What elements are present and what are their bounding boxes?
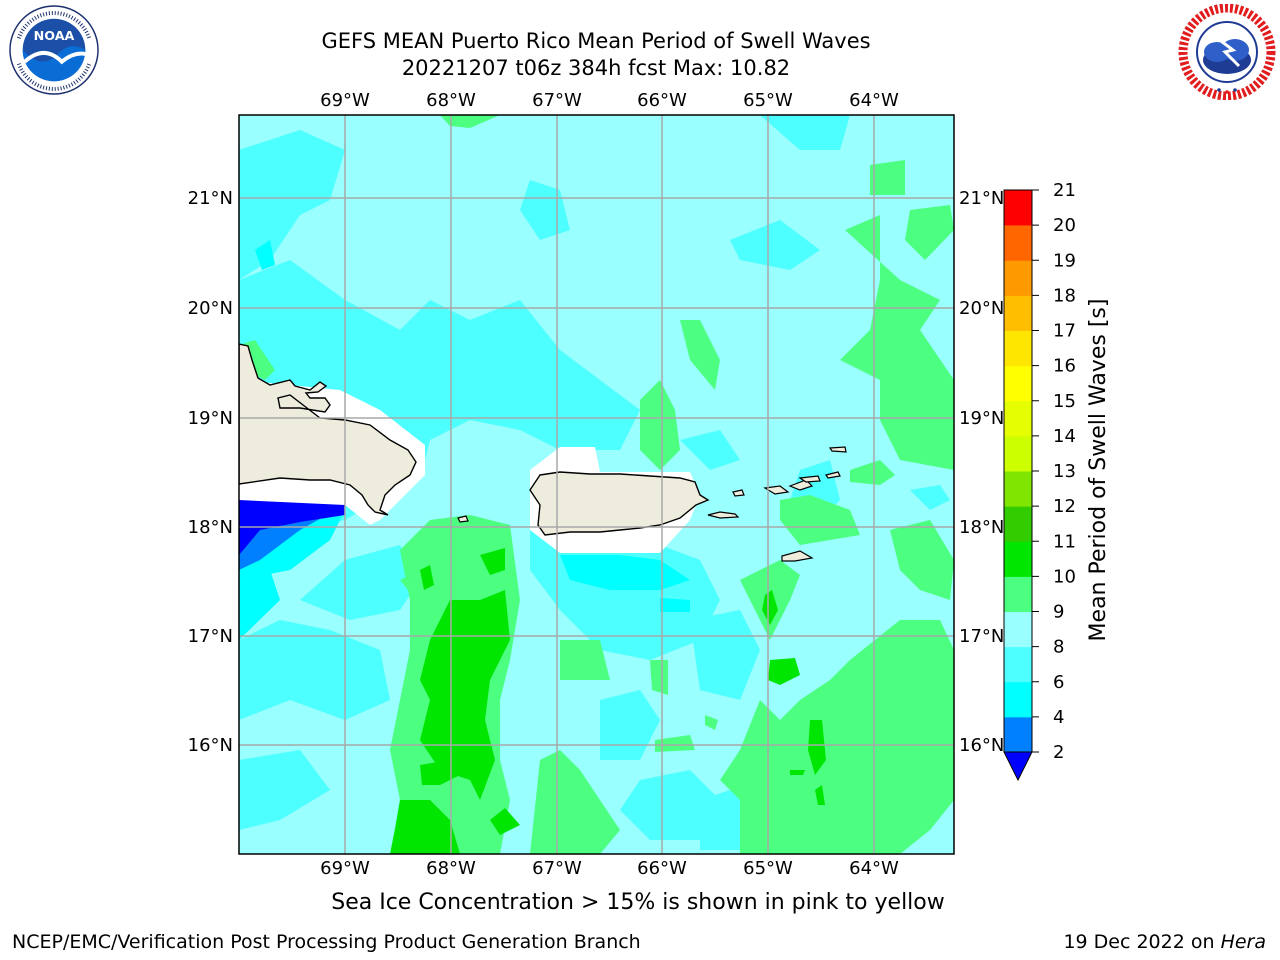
lat-label-left: 17°N xyxy=(188,626,233,647)
colorbar-tick-label: 12 xyxy=(1053,496,1076,517)
lat-label-left: 21°N xyxy=(188,188,233,209)
colorbar-segment xyxy=(1004,295,1032,331)
lat-label-right: 19°N xyxy=(959,408,1004,429)
land-hispaniola xyxy=(239,343,417,516)
lat-label-left: 16°N xyxy=(188,735,233,756)
colorbar-segment xyxy=(1004,506,1032,542)
colorbar-tick-label: 13 xyxy=(1053,461,1076,482)
colorbar-tick-label: 21 xyxy=(1053,180,1076,201)
lon-label-top: 67°W xyxy=(532,90,582,111)
noaa-logo-icon: NOAA xyxy=(9,5,99,95)
lon-label-top: 66°W xyxy=(637,90,687,111)
sea-ice-note: Sea Ice Concentration > 15% is shown in … xyxy=(331,890,945,915)
colorbar-tick-label: 2 xyxy=(1053,742,1064,763)
colorbar-tick-label: 14 xyxy=(1053,426,1076,447)
lat-label-left: 18°N xyxy=(188,517,233,538)
colorbar-tick-label: 11 xyxy=(1053,531,1076,552)
colorbar-tick-label: 20 xyxy=(1053,215,1076,236)
colorbar: 2 4 6 8 9 10 11 12 13 14 15 16 17 18 19 20 21 xyxy=(1003,180,1076,782)
lon-label-bottom: 64°W xyxy=(849,858,899,879)
svg-text:NOAA: NOAA xyxy=(34,28,75,43)
lon-label-top: 69°W xyxy=(320,90,370,111)
footer-machine: Hera xyxy=(1220,931,1266,953)
colorbar-tick-label: 16 xyxy=(1053,356,1076,377)
contour-below-2s xyxy=(239,500,345,555)
colorbar-tick-label: 6 xyxy=(1053,672,1064,693)
land-puerto-rico xyxy=(529,471,710,536)
colorbar-segment xyxy=(1004,611,1032,648)
colorbar-segment xyxy=(1004,225,1032,261)
chart-title: GEFS MEAN Puerto Rico Mean Period of Swe… xyxy=(321,29,871,53)
colorbar-tick-label: 10 xyxy=(1053,566,1076,587)
lat-label-left: 20°N xyxy=(188,298,233,319)
colorbar-tick-label: 9 xyxy=(1053,602,1064,623)
lat-label-right: 21°N xyxy=(959,188,1004,209)
colorbar-segment xyxy=(1004,541,1032,577)
colorbar-label: Mean Period of Swell Waves [s] xyxy=(1086,299,1111,642)
colorbar-tick-label: 17 xyxy=(1053,321,1076,342)
colorbar-tick-label: 4 xyxy=(1053,707,1064,728)
lat-label-right: 20°N xyxy=(959,298,1004,319)
lon-label-top: 64°W xyxy=(849,90,899,111)
lat-label-left: 19°N xyxy=(188,408,233,429)
lon-label-top: 65°W xyxy=(743,90,793,111)
lon-label-bottom: 69°W xyxy=(320,858,370,879)
colorbar-segment xyxy=(1004,681,1032,718)
colorbar-segment xyxy=(1004,330,1032,367)
footer-date-text: 19 Dec 2022 on xyxy=(1063,931,1221,953)
lat-label-right: 18°N xyxy=(959,517,1004,538)
graticule xyxy=(239,115,954,854)
lat-label-right: 16°N xyxy=(959,735,1004,756)
contour-10-11s xyxy=(390,548,826,854)
colorbar-tick-label: 19 xyxy=(1053,250,1076,271)
colorbar-tick-label: 15 xyxy=(1053,391,1076,412)
colorbar-segment xyxy=(1004,716,1032,753)
colorbar-segment xyxy=(1004,646,1032,683)
colorbar-tick-label: 8 xyxy=(1053,637,1064,658)
chart-subtitle: 20221207 t06z 384h fcst Max: 10.82 xyxy=(401,56,791,80)
colorbar-segment xyxy=(1004,190,1032,226)
nws-logo-icon xyxy=(1178,4,1276,100)
lon-label-bottom: 66°W xyxy=(637,858,687,879)
lon-label-bottom: 68°W xyxy=(426,858,476,879)
footer-date: 19 Dec 2022 on Hera xyxy=(1063,931,1266,953)
colorbar-segment xyxy=(1004,260,1032,296)
map-frame xyxy=(238,114,955,855)
lon-label-bottom: 65°W xyxy=(743,858,793,879)
lon-label-top: 68°W xyxy=(426,90,476,111)
small-islands xyxy=(457,446,847,562)
lon-label-bottom: 67°W xyxy=(532,858,582,879)
colorbar-segment xyxy=(1004,400,1032,437)
colorbar-tick-label: 18 xyxy=(1053,285,1076,306)
colorbar-segment xyxy=(1004,435,1032,472)
colorbar-under-triangle xyxy=(1003,751,1033,782)
colorbar-segment xyxy=(1004,471,1032,507)
lat-label-right: 17°N xyxy=(959,626,1004,647)
colorbar-segment xyxy=(1004,576,1032,612)
colorbar-segment xyxy=(1004,365,1032,402)
footer-credit: NCEP/EMC/Verification Post Processing Pr… xyxy=(12,931,641,953)
